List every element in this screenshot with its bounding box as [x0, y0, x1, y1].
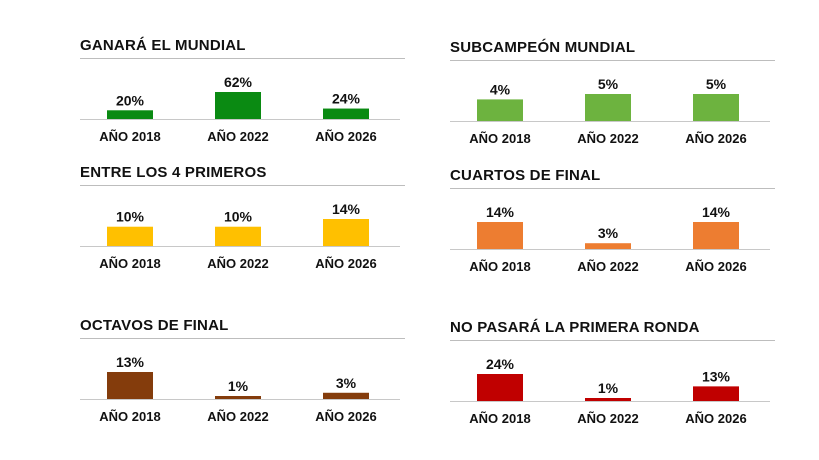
title-divider [80, 338, 405, 339]
category-label: AÑO 2018 [99, 129, 160, 144]
data-label: 4% [490, 81, 511, 97]
data-label: 1% [598, 380, 619, 396]
category-label: AÑO 2018 [469, 411, 530, 426]
bar-chart: 10% AÑO 2018 10% AÑO 2022 14% AÑO 2026 [80, 201, 400, 271]
category-label: AÑO 2022 [207, 256, 268, 271]
bar [477, 99, 523, 121]
title-divider [80, 185, 405, 186]
bar [585, 398, 631, 401]
title-divider [450, 340, 775, 341]
data-label: 13% [702, 368, 731, 384]
bar [585, 243, 631, 249]
data-label: 14% [486, 204, 515, 220]
bar [693, 94, 739, 121]
title-divider [450, 60, 775, 61]
category-label: AÑO 2022 [207, 129, 268, 144]
bar [107, 110, 153, 119]
data-label: 3% [336, 375, 357, 391]
category-label: AÑO 2026 [685, 411, 746, 426]
chart-title: GANARÁ EL MUNDIAL [80, 37, 246, 54]
data-label: 5% [706, 76, 727, 92]
data-label: 14% [702, 204, 731, 220]
bar-chart: 13% AÑO 2018 1% AÑO 2022 3% AÑO 2026 [80, 354, 400, 424]
bar-chart: 20% AÑO 2018 62% AÑO 2022 24% AÑO 2026 [80, 74, 400, 144]
bar [215, 396, 261, 399]
category-label: AÑO 2026 [315, 256, 376, 271]
bar [323, 108, 369, 119]
bar [477, 222, 523, 249]
bar [107, 226, 153, 246]
bar-chart: 24% AÑO 2018 1% AÑO 2022 13% AÑO 2026 [450, 356, 770, 426]
data-label: 13% [116, 354, 145, 370]
data-label: 5% [598, 76, 619, 92]
category-label: AÑO 2026 [315, 409, 376, 424]
chart-title: SUBCAMPEÓN MUNDIAL [450, 39, 636, 56]
data-label: 3% [598, 225, 619, 241]
data-label: 1% [228, 378, 249, 394]
category-label: AÑO 2022 [207, 409, 268, 424]
data-label: 20% [116, 92, 145, 108]
data-label: 14% [332, 201, 361, 217]
bar-chart: 14% AÑO 2018 3% AÑO 2022 14% AÑO 2026 [450, 204, 770, 274]
chart-title: NO PASARÁ LA PRIMERA RONDA [450, 319, 700, 336]
chart-title: CUARTOS DE FINAL [450, 167, 601, 184]
category-label: AÑO 2026 [685, 259, 746, 274]
category-label: AÑO 2018 [99, 256, 160, 271]
data-label: 24% [332, 91, 361, 107]
category-label: AÑO 2018 [469, 259, 530, 274]
bar [107, 372, 153, 399]
data-label: 62% [224, 74, 253, 90]
chart-title: ENTRE LOS 4 PRIMEROS [80, 164, 267, 181]
category-label: AÑO 2018 [99, 409, 160, 424]
bar [585, 94, 631, 121]
data-label: 10% [116, 209, 145, 225]
category-label: AÑO 2022 [577, 411, 638, 426]
bar [215, 226, 261, 246]
data-label: 10% [224, 209, 253, 225]
chart-title: OCTAVOS DE FINAL [80, 317, 229, 334]
bar-chart: 4% AÑO 2018 5% AÑO 2022 5% AÑO 2026 [450, 76, 770, 146]
bar [215, 92, 261, 119]
bar [693, 386, 739, 401]
bar [323, 392, 369, 399]
category-label: AÑO 2026 [685, 131, 746, 146]
bar [477, 374, 523, 401]
bar [323, 219, 369, 246]
data-label: 24% [486, 356, 515, 372]
title-divider [450, 188, 775, 189]
category-label: AÑO 2022 [577, 259, 638, 274]
bar [693, 222, 739, 249]
title-divider [80, 58, 405, 59]
category-label: AÑO 2022 [577, 131, 638, 146]
category-label: AÑO 2026 [315, 129, 376, 144]
category-label: AÑO 2018 [469, 131, 530, 146]
